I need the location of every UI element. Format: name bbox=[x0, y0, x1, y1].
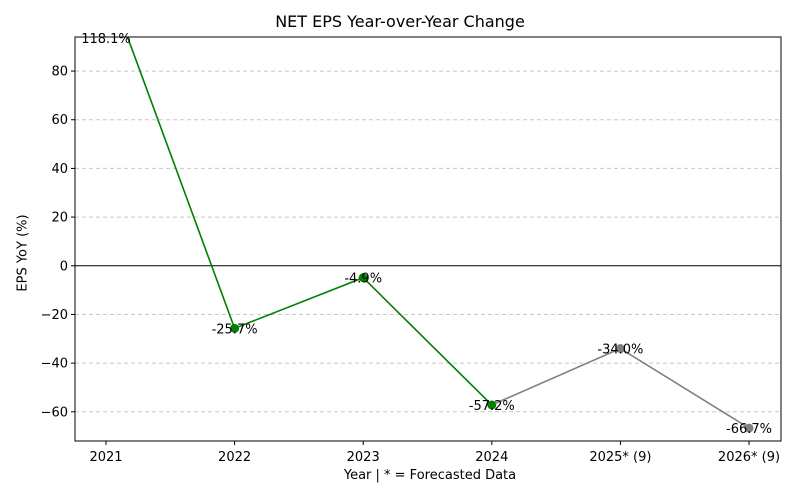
data-point bbox=[615, 344, 625, 354]
gridlines bbox=[75, 70, 781, 413]
series-points bbox=[230, 273, 754, 433]
x-tick-label: 2023 bbox=[347, 450, 380, 465]
plot-frame bbox=[74, 36, 782, 442]
data-label: 118.1% bbox=[81, 32, 131, 47]
data-point bbox=[230, 323, 240, 333]
y-tick-label: 60 bbox=[51, 113, 68, 128]
data-labels: 118.1% -25.7% -4.9% -57.2% -34.0% -66.7% bbox=[81, 32, 772, 437]
chart-title: NET EPS Year-over-Year Change bbox=[275, 12, 525, 31]
x-axis-label: Year | * = Forecasted Data bbox=[343, 468, 517, 483]
y-tick-label: 80 bbox=[51, 65, 68, 80]
y-tick-label: −20 bbox=[41, 308, 68, 323]
y-tick-label: 0 bbox=[60, 259, 68, 274]
data-label: -34.0% bbox=[597, 343, 643, 358]
data-label: -57.2% bbox=[469, 399, 515, 414]
series-lines bbox=[126, 37, 750, 429]
x-tick-label: 2024 bbox=[475, 450, 508, 465]
data-label: -25.7% bbox=[212, 322, 258, 337]
y-axis-label: EPS YoY (%) bbox=[15, 214, 31, 292]
x-tick-label: 2022 bbox=[218, 450, 251, 465]
y-tick-label: −40 bbox=[41, 357, 68, 372]
y-tick-label: 40 bbox=[51, 162, 68, 177]
data-label: -66.7% bbox=[726, 422, 772, 437]
y-tick-label: 20 bbox=[51, 211, 68, 226]
series-line-actual bbox=[126, 37, 493, 406]
x-tick-label: 2021 bbox=[89, 450, 122, 465]
data-point bbox=[358, 273, 368, 283]
data-point bbox=[744, 423, 754, 433]
data-point bbox=[487, 400, 497, 410]
x-axis-ticks: 2021 2022 2023 2024 2025* (9) 2026* (9) bbox=[89, 441, 780, 465]
series-line-forecast bbox=[491, 347, 750, 429]
x-tick-label: 2026* (9) bbox=[718, 450, 780, 465]
data-label: -4.9% bbox=[344, 272, 382, 287]
x-tick-label: 2025* (9) bbox=[589, 450, 651, 465]
y-axis-ticks: 80 60 40 20 0 −20 −40 −60 bbox=[41, 65, 75, 420]
y-tick-label: −60 bbox=[41, 405, 68, 420]
